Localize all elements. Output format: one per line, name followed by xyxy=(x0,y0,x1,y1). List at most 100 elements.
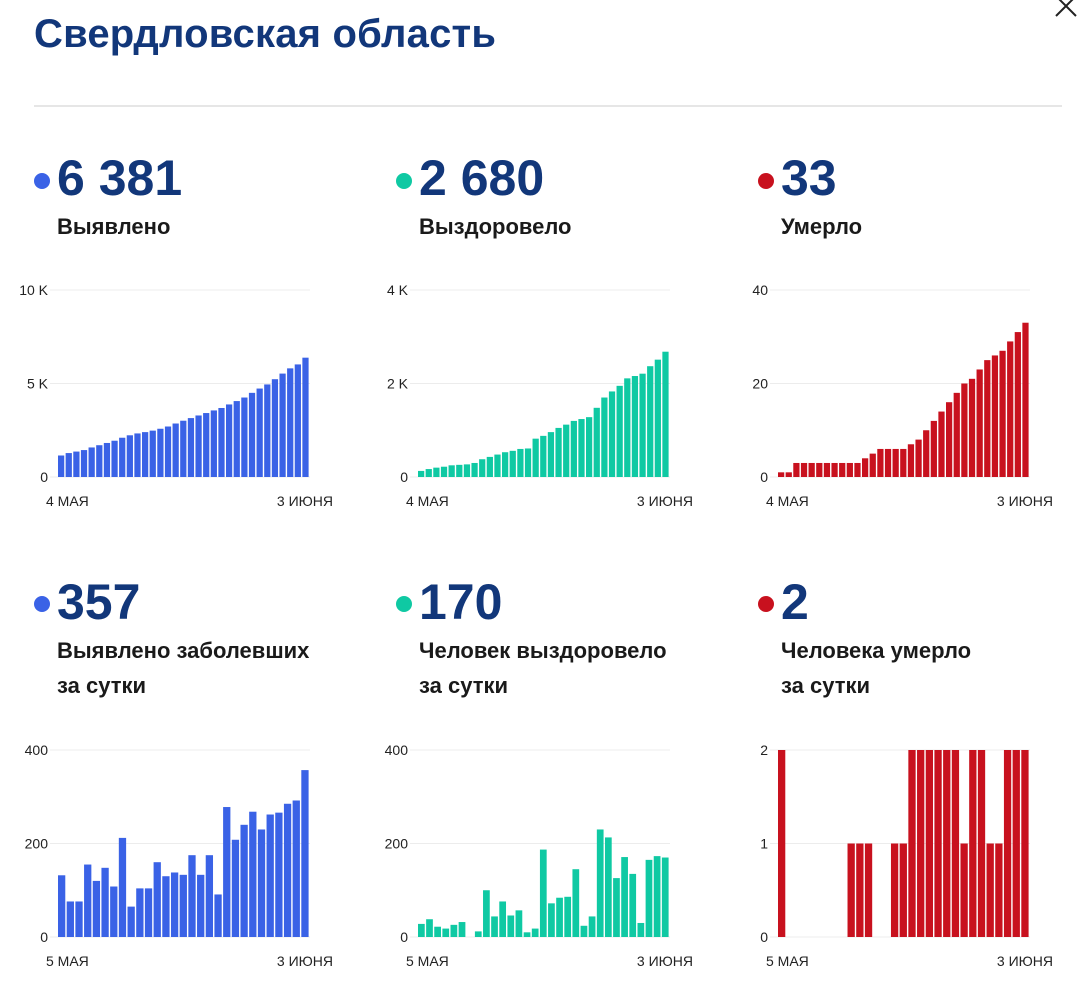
bar xyxy=(892,448,899,477)
bar xyxy=(823,462,831,477)
bar xyxy=(884,448,892,477)
bar xyxy=(458,922,466,937)
bar xyxy=(233,401,240,477)
bar xyxy=(275,812,283,937)
bar xyxy=(961,383,968,477)
bar xyxy=(555,427,562,477)
bar xyxy=(900,448,907,477)
bar xyxy=(654,359,661,477)
bar xyxy=(162,876,170,937)
y-tick-label: 20 xyxy=(752,376,768,392)
bar xyxy=(197,874,205,937)
bar xyxy=(999,350,1006,477)
bar xyxy=(479,459,486,477)
stat-value: 6 381 xyxy=(57,150,183,206)
bar xyxy=(908,750,916,937)
teal-dot-icon xyxy=(396,173,412,189)
bar xyxy=(110,886,118,937)
y-tick-label: 40 xyxy=(752,282,768,298)
bar xyxy=(92,880,101,937)
bar xyxy=(418,470,425,477)
bar xyxy=(188,855,196,937)
bar xyxy=(588,916,596,937)
bar xyxy=(294,364,301,477)
bar xyxy=(240,824,248,937)
bar xyxy=(531,928,539,937)
x-tick-label-end: 3 ИЮНЯ xyxy=(997,953,1053,969)
bar xyxy=(930,420,937,477)
bar xyxy=(778,750,786,937)
bar xyxy=(203,413,210,477)
x-tick-label-start: 5 МАЯ xyxy=(46,953,89,969)
bar xyxy=(953,392,960,477)
stat-label: Выявлено заболевших за сутки xyxy=(57,633,357,703)
bar xyxy=(279,373,286,477)
x-tick-label-end: 3 ИЮНЯ xyxy=(277,953,333,969)
bar xyxy=(877,448,884,477)
bar xyxy=(214,894,222,937)
bar xyxy=(639,373,646,477)
bar xyxy=(80,450,88,477)
bar xyxy=(1003,750,1012,937)
stat-value: 2 xyxy=(781,574,809,630)
bar xyxy=(287,368,294,477)
bar xyxy=(856,843,864,937)
y-tick-label: 200 xyxy=(25,836,49,852)
bar xyxy=(846,462,853,477)
x-tick-label-start: 5 МАЯ xyxy=(406,953,449,969)
blue-dot-icon xyxy=(34,596,50,612)
stat-label-line-1: Человека умерло xyxy=(781,638,972,663)
bar xyxy=(58,875,66,937)
y-tick-label: 1 xyxy=(760,836,768,852)
stat-label-line-2: за сутки xyxy=(781,673,871,698)
bar xyxy=(917,750,925,937)
y-tick-label: 0 xyxy=(40,469,48,485)
y-tick-label: 0 xyxy=(400,469,408,485)
bar xyxy=(969,750,977,937)
bar xyxy=(448,465,455,477)
bar xyxy=(943,750,951,937)
y-tick-label: 0 xyxy=(760,469,768,485)
bar xyxy=(862,458,869,477)
bar xyxy=(532,438,539,477)
x-tick-label-end: 3 ИЮНЯ xyxy=(637,953,693,969)
bar xyxy=(210,410,217,477)
x-tick-label-start: 4 МАЯ xyxy=(406,493,449,509)
bar xyxy=(257,829,266,937)
bar xyxy=(136,888,144,937)
y-tick-label: 2 xyxy=(760,742,768,758)
bar xyxy=(540,435,547,477)
bar xyxy=(778,472,785,477)
y-tick-label: 0 xyxy=(400,929,408,945)
close-icon[interactable] xyxy=(1052,0,1080,20)
bar xyxy=(180,420,187,477)
bar xyxy=(847,843,855,937)
stat-label: Человека умерло за сутки xyxy=(781,633,1080,703)
bar xyxy=(613,878,620,937)
bar xyxy=(645,859,653,937)
bar xyxy=(629,873,637,937)
bar xyxy=(564,896,572,937)
stat-label-line-1: Человек выздоровело xyxy=(419,638,667,663)
bar xyxy=(631,376,639,477)
y-tick-label: 5 K xyxy=(27,376,49,392)
bar xyxy=(596,829,604,937)
bar xyxy=(433,467,440,477)
bar xyxy=(785,472,792,477)
bar xyxy=(586,417,593,477)
bar xyxy=(1012,750,1020,937)
bar xyxy=(84,864,92,937)
bar xyxy=(483,890,490,937)
chart-recovered-daily: 0 200 400 5 МАЯ 3 ИЮНЯ xyxy=(385,742,693,969)
bar xyxy=(608,391,616,477)
bar xyxy=(793,462,800,477)
bar xyxy=(951,750,960,937)
bar xyxy=(800,462,808,477)
bar xyxy=(73,451,80,477)
stat-value: 2 680 xyxy=(419,150,545,206)
bar xyxy=(101,867,109,937)
bar xyxy=(118,837,127,937)
blue-dot-icon xyxy=(34,173,50,189)
bar xyxy=(164,426,172,477)
bar xyxy=(218,407,225,477)
